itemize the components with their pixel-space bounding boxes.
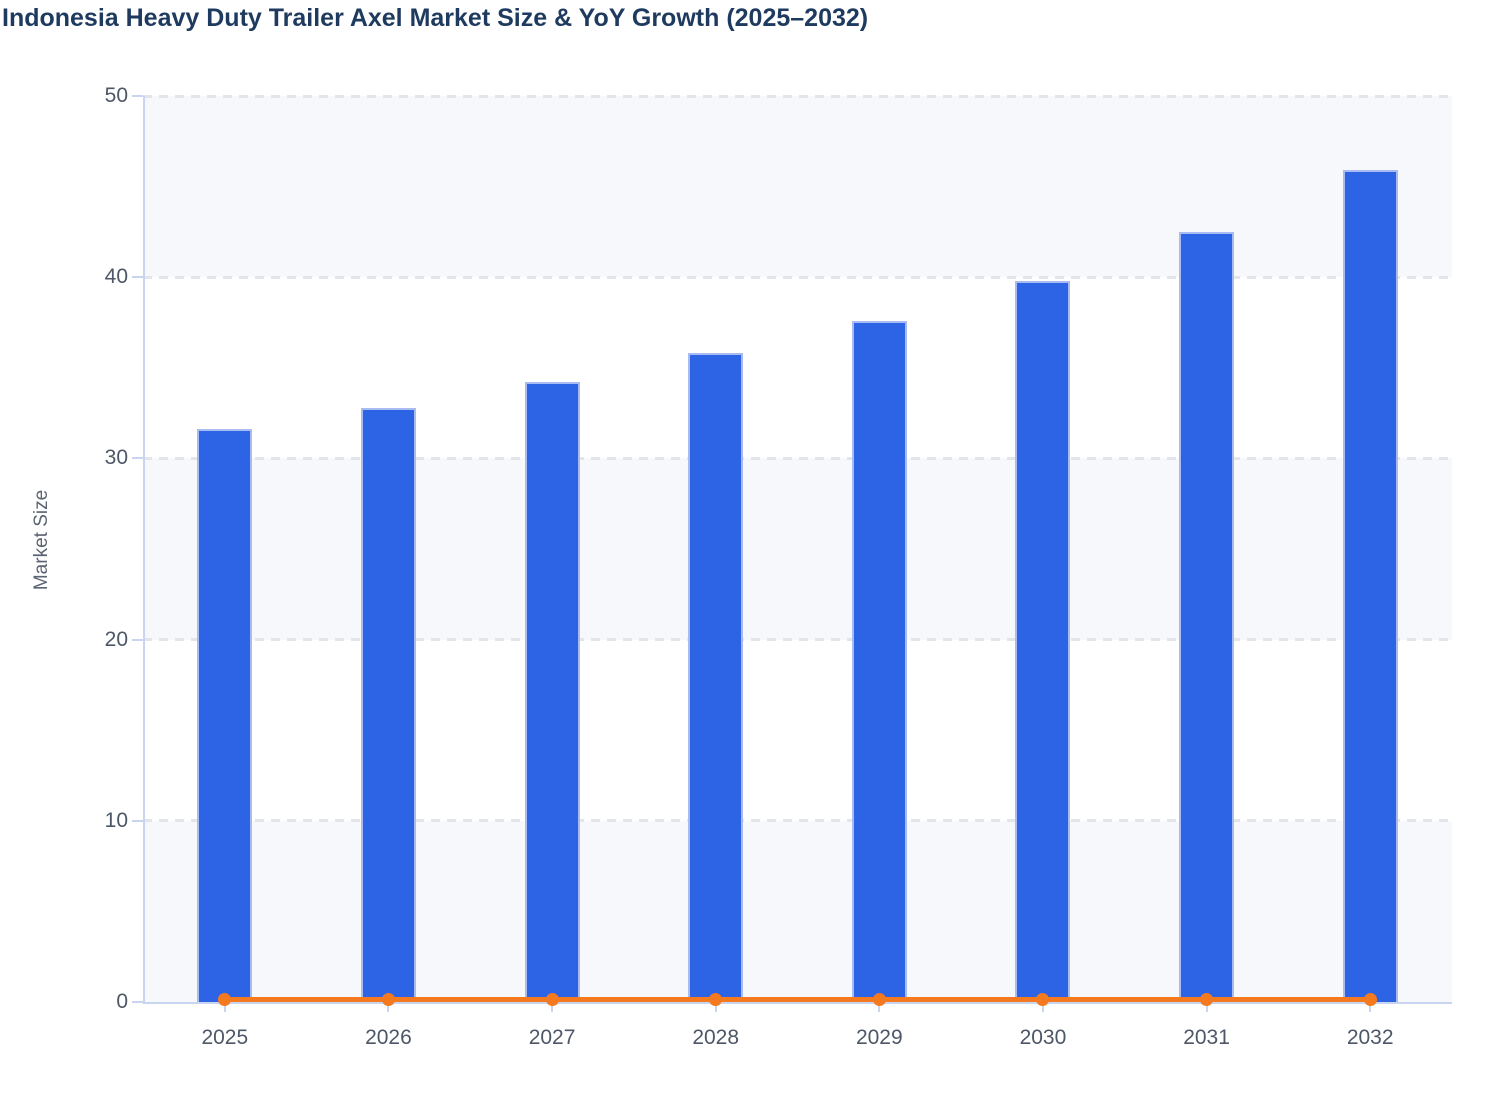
y-axis-tick-40 [132, 276, 143, 279]
y-tick-label-10: 10 [104, 808, 128, 832]
bar-2032[interactable] [1342, 170, 1398, 1002]
x-axis-tick-2029 [878, 1004, 881, 1012]
yoy-marker-2027[interactable] [545, 993, 559, 1007]
x-tick-label-2026: 2026 [365, 1026, 412, 1049]
x-axis-tick-2027 [551, 1004, 554, 1012]
y-tick-label-40: 40 [104, 265, 128, 289]
x-axis-tick-2030 [1041, 1004, 1044, 1012]
yoy-marker-2030[interactable] [1036, 993, 1050, 1007]
x-axis-tick-2025 [223, 1004, 226, 1012]
x-tick-label-2028: 2028 [692, 1026, 740, 1049]
y-tick-label-20: 20 [104, 627, 128, 651]
x-tick-label-2029: 2029 [855, 1026, 903, 1049]
y-axis-tick-20 [132, 638, 143, 641]
x-axis-line [143, 1002, 1452, 1004]
x-tick-label-2031: 2031 [1183, 1026, 1230, 1049]
bar-2025[interactable] [197, 429, 253, 1002]
plot-band-0-10 [143, 820, 1452, 1002]
plot-band-20-30 [143, 458, 1452, 640]
x-axis-tick-2026 [387, 1004, 390, 1012]
y-axis-tick-50 [132, 95, 143, 97]
bar-2028[interactable] [688, 353, 744, 1002]
x-tick-label-2027: 2027 [528, 1026, 576, 1049]
yoy-marker-2029[interactable] [872, 993, 886, 1007]
bar-2030[interactable] [1015, 280, 1071, 1002]
x-axis-tick-2032 [1369, 1004, 1372, 1012]
y-axis-title: Market Size [31, 489, 52, 591]
yoy-marker-2025[interactable] [218, 993, 232, 1007]
bar-2027[interactable] [524, 382, 580, 1002]
gridline-20 [143, 638, 1452, 642]
plot-band-30-40 [143, 277, 1452, 459]
y-tick-label-30: 30 [104, 446, 128, 470]
y-axis-tick-0 [132, 1001, 143, 1003]
x-axis-tick-2028 [714, 1004, 717, 1012]
gridline-50 [143, 94, 1452, 98]
x-axis-tick-2031 [1205, 1004, 1208, 1012]
y-axis-tick-30 [132, 457, 143, 460]
yoy-marker-2032[interactable] [1363, 993, 1377, 1007]
y-axis-tick-10 [132, 819, 143, 822]
chart-title: Indonesia Heavy Duty Trailer Axel Market… [2, 4, 869, 32]
yoy-marker-2026[interactable] [381, 993, 395, 1007]
x-tick-label-2025: 2025 [201, 1026, 249, 1049]
x-tick-label-2030: 2030 [1019, 1026, 1067, 1049]
bar-2029[interactable] [851, 320, 907, 1002]
plot-band-40-50 [143, 96, 1452, 278]
y-tick-label-50: 50 [104, 84, 128, 107]
gridline-10 [143, 819, 1452, 823]
bar-2031[interactable] [1179, 231, 1235, 1002]
gridline-40 [143, 275, 1452, 279]
y-axis-line [143, 96, 145, 1004]
y-tick-label-0: 0 [116, 990, 128, 1013]
yoy-growth-line [217, 997, 1378, 1003]
plot-band-10-20 [143, 639, 1452, 821]
gridline-30 [143, 456, 1452, 460]
yoy-marker-2031[interactable] [1200, 993, 1214, 1007]
x-tick-label-2032: 2032 [1346, 1026, 1394, 1049]
yoy-marker-2028[interactable] [709, 993, 723, 1007]
bar-2026[interactable] [360, 407, 416, 1002]
